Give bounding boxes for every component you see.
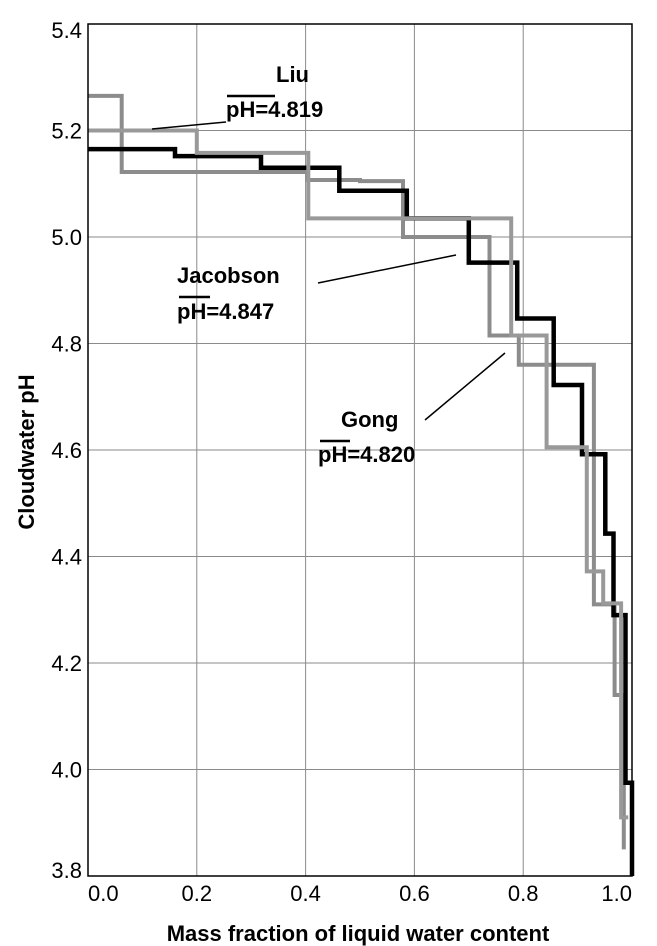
mean-label: pH=4.819	[226, 97, 323, 122]
leader-line	[151, 121, 227, 130]
series-line-gong	[88, 128, 629, 820]
y-tick-label: 3.8	[51, 858, 82, 883]
y-tick-label: 4.0	[51, 758, 82, 783]
y-tick-label: 4.6	[51, 438, 82, 463]
x-axis-title: Mass fraction of liquid water content	[167, 921, 550, 946]
tick-labels: 0.0 0.2 0.4 0.6 0.8 1.0 3.8 4.0 4.2 4.4 4.6 4.8 5.0 5…	[51, 18, 632, 906]
series-group	[88, 93, 635, 876]
series-line-jacobson	[88, 146, 635, 876]
y-tick-label: 5.2	[51, 119, 82, 144]
mean-label: pH=4.847	[177, 299, 274, 324]
y-tick-label: 5.0	[51, 225, 82, 250]
annotation-jacobson: Jacobson pH=4.847	[177, 254, 457, 324]
series-name-label: Jacobson	[177, 263, 280, 288]
mean-label: pH=4.820	[318, 442, 415, 467]
x-tick-label: 0.0	[88, 881, 119, 906]
leader-line	[424, 352, 506, 421]
leader-line	[317, 254, 457, 284]
x-tick-label: 1.0	[601, 881, 632, 906]
series-name-label: Gong	[341, 407, 398, 432]
y-tick-label: 4.4	[51, 545, 82, 570]
x-tick-label: 0.2	[182, 881, 213, 906]
x-tick-label: 0.4	[290, 881, 321, 906]
y-tick-label: 4.2	[51, 651, 82, 676]
plot-frame	[87, 23, 633, 877]
y-tick-label: 4.8	[51, 332, 82, 357]
y-tick-label: 5.4	[51, 18, 82, 43]
series-name-label: Liu	[276, 62, 309, 87]
annotation-gong: Gong pH=4.820	[318, 352, 506, 467]
series-line-liu	[88, 93, 626, 850]
x-tick-label: 0.6	[399, 881, 430, 906]
x-tick-label: 0.8	[508, 881, 539, 906]
annotation-liu: Liu pH=4.819	[151, 62, 323, 130]
y-axis-title: Cloudwater pH	[14, 374, 39, 529]
